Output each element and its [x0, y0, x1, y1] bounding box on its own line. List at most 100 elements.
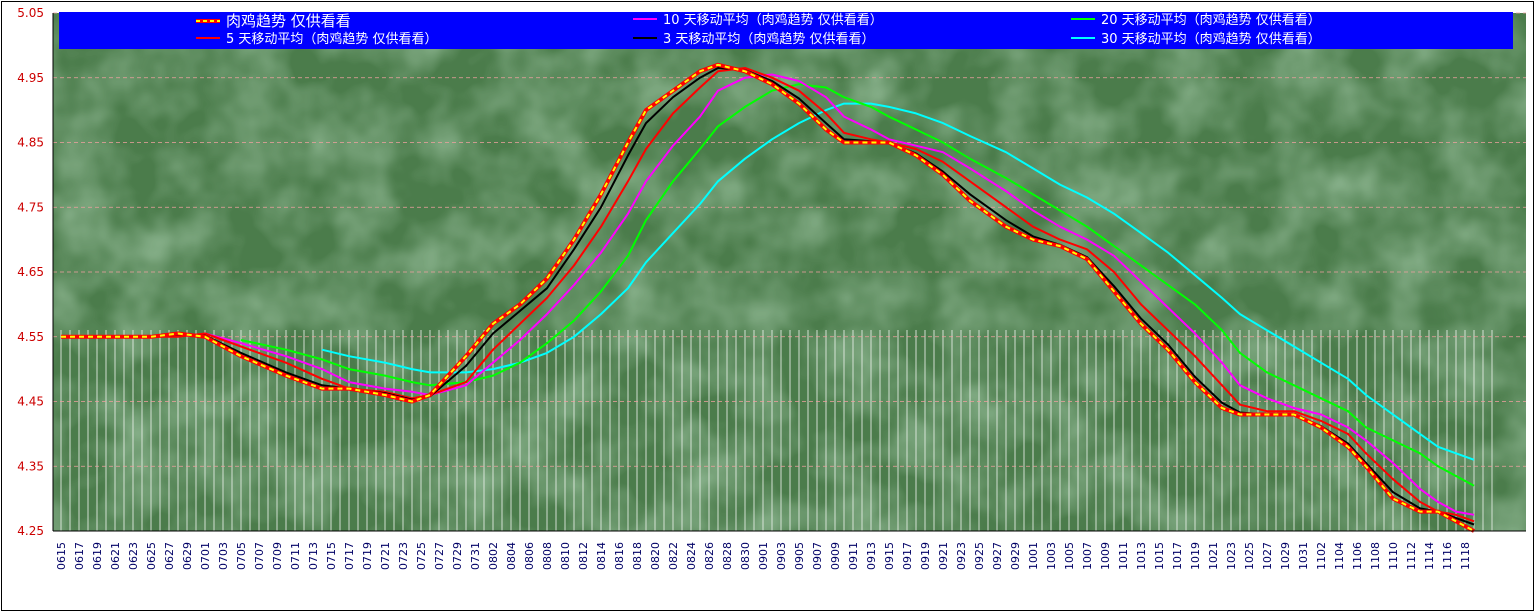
- series-line: [321, 102, 1475, 461]
- x-tick-label: 0623: [127, 542, 140, 570]
- x-tick-label: 0719: [361, 542, 374, 570]
- x-tick-label: 0810: [559, 542, 572, 570]
- x-tick-label: 0903: [775, 542, 788, 570]
- x-tick-label: 0705: [235, 542, 248, 570]
- y-tick-label: 4.35: [17, 459, 44, 473]
- y-tick-label: 5.05: [17, 6, 44, 20]
- x-tick-label: 0802: [487, 542, 500, 570]
- x-tick-label: 0826: [703, 542, 716, 570]
- x-tick-label: 1019: [1189, 542, 1202, 570]
- x-tick-label: 1112: [1405, 542, 1418, 570]
- legend-label: 30 天移动平均（肉鸡趋势 仅供看看）: [1101, 31, 1321, 47]
- x-tick-label: 1007: [1081, 542, 1094, 570]
- vertical-date-lines: [60, 330, 1493, 531]
- legend-label: 3 天移动平均（肉鸡趋势 仅供看看）: [663, 31, 875, 47]
- x-tick-label: 0615: [55, 542, 68, 570]
- x-tick-label: 0921: [937, 542, 950, 570]
- x-tick-label: 0627: [163, 542, 176, 570]
- y-tick-label: 4.25: [17, 524, 44, 538]
- legend-label: 肉鸡趋势 仅供看看: [226, 12, 351, 30]
- x-tick-label: 0814: [595, 542, 608, 570]
- x-tick-label: 0725: [415, 542, 428, 570]
- x-tick-label: 0621: [109, 542, 122, 570]
- x-tick-label: 1110: [1387, 542, 1400, 570]
- x-tick-label: 0915: [883, 542, 896, 570]
- x-tick-label: 1104: [1333, 542, 1346, 570]
- x-tick-label: 0818: [631, 542, 644, 570]
- x-tick-label: 0812: [577, 542, 590, 570]
- x-tick-label: 1031: [1297, 542, 1310, 570]
- x-tick-label: 0715: [325, 542, 338, 570]
- x-tick-label: 1114: [1423, 542, 1436, 570]
- x-tick-label: 0703: [217, 542, 230, 570]
- x-tick-label: 1118: [1459, 542, 1472, 570]
- x-tick-label: 1003: [1045, 542, 1058, 570]
- x-tick-label: 0804: [505, 542, 518, 570]
- x-tick-label: 0911: [847, 542, 860, 570]
- x-tick-label: 0925: [973, 542, 986, 570]
- legend: 肉鸡趋势 仅供看看 10 天移动平均（肉鸡趋势 仅供看看） 20 天移动平均（肉鸡趋…: [59, 12, 1513, 49]
- y-tick-label: 4.85: [17, 136, 44, 150]
- x-tick-label: 0913: [865, 542, 878, 570]
- series-line: [240, 83, 1475, 487]
- legend-label: 20 天移动平均（肉鸡趋势 仅供看看）: [1101, 12, 1321, 28]
- series-line-main: [61, 63, 1475, 532]
- x-tick-label: 1116: [1441, 542, 1454, 570]
- x-tick-label: 0713: [307, 542, 320, 570]
- x-tick-label: 0721: [379, 542, 392, 570]
- x-tick-label: 0923: [955, 542, 968, 570]
- x-tick-label: 0919: [919, 542, 932, 570]
- x-tick-label: 0820: [649, 542, 662, 570]
- x-tick-label: 0717: [343, 542, 356, 570]
- y-tick-label: 4.75: [17, 200, 44, 214]
- x-tick-label: 0907: [811, 542, 824, 570]
- x-tick-label: 0909: [829, 542, 842, 570]
- x-tick-label: 0808: [541, 542, 554, 570]
- x-tick-label: 0707: [253, 542, 266, 570]
- x-tick-label: 1015: [1153, 542, 1166, 570]
- series-line: [204, 73, 1475, 516]
- x-tick-label: 0625: [145, 542, 158, 570]
- legend-label: 5 天移动平均（肉鸡趋势 仅供看看）: [226, 31, 438, 47]
- x-tick-label: 1013: [1135, 542, 1148, 570]
- y-tick-label: 4.45: [17, 395, 44, 409]
- x-tick-label: 0701: [199, 542, 212, 570]
- x-tick-label: 0929: [1009, 542, 1022, 570]
- x-tick-label: 0927: [991, 542, 1004, 570]
- x-tick-label: 0828: [721, 542, 734, 570]
- x-tick-label: 0901: [757, 542, 770, 570]
- x-tick-label: 0729: [451, 542, 464, 570]
- x-tick-label: 0723: [397, 542, 410, 570]
- x-tick-label: 1108: [1369, 542, 1382, 570]
- x-tick-label: 1025: [1243, 542, 1256, 570]
- x-tick-labels: 0615 0617 0619 0621 0623 0625 0627 0629 0701 0703…: [55, 542, 1472, 570]
- x-tick-label: 1005: [1063, 542, 1076, 570]
- x-tick-label: 0830: [739, 542, 752, 570]
- x-tick-label: 1011: [1117, 542, 1130, 570]
- x-tick-label: 1009: [1099, 542, 1112, 570]
- x-tick-label: 0727: [433, 542, 446, 570]
- x-tick-label: 0629: [181, 542, 194, 570]
- x-tick-label: 0822: [667, 542, 680, 570]
- y-tick-labels: 4.25 4.35 4.45 4.55 4.65 4.75 4.85 4.95 5.05: [17, 6, 44, 538]
- series-line: [151, 67, 1475, 523]
- y-tick-label: 4.55: [17, 330, 44, 344]
- x-tick-label: 1017: [1171, 542, 1184, 570]
- x-tick-label: 1001: [1027, 542, 1040, 570]
- x-tick-label: 0905: [793, 542, 806, 570]
- x-tick-label: 0816: [613, 542, 626, 570]
- x-tick-label: 0731: [469, 542, 482, 570]
- x-tick-label: 1027: [1261, 542, 1274, 570]
- x-tick-label: 1102: [1315, 542, 1328, 570]
- x-tick-label: 1021: [1207, 542, 1220, 570]
- legend-label: 10 天移动平均（肉鸡趋势 仅供看看）: [663, 12, 883, 28]
- x-tick-label: 0711: [289, 542, 302, 570]
- x-tick-label: 0617: [73, 542, 86, 570]
- x-tick-label: 1029: [1279, 542, 1292, 570]
- x-tick-label: 0709: [271, 542, 284, 570]
- x-tick-label: 0824: [685, 542, 698, 570]
- x-tick-label: 0917: [901, 542, 914, 570]
- x-tick-label: 0619: [91, 542, 104, 570]
- x-tick-label: 1106: [1351, 542, 1364, 570]
